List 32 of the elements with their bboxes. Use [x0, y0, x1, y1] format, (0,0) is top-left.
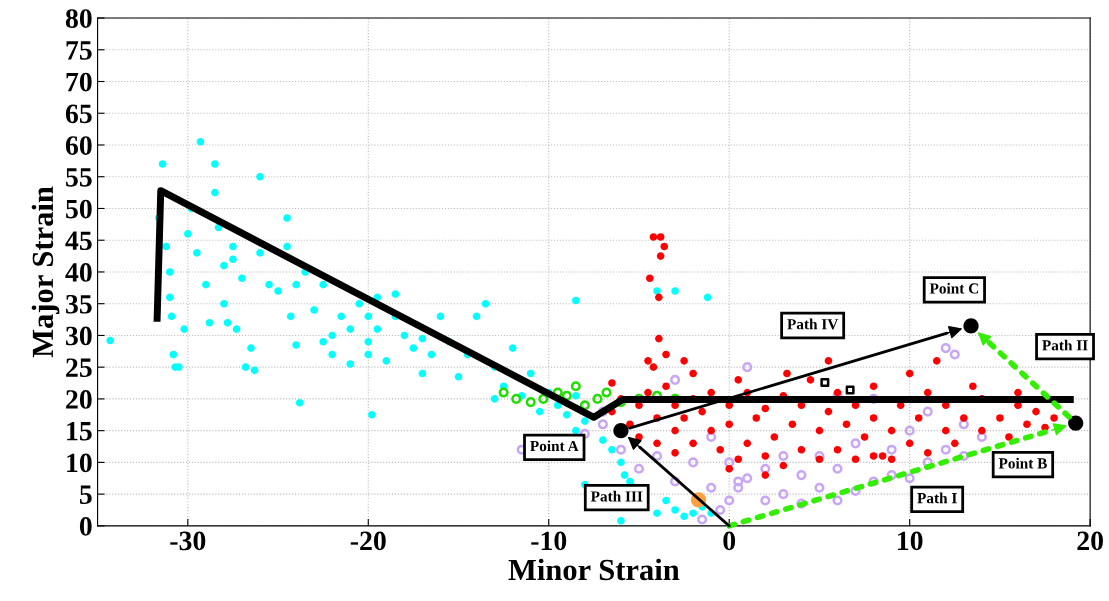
y-tick-label: 35	[66, 294, 92, 314]
y-tick-label: 20	[66, 390, 92, 409]
x-tick-label: 10	[898, 531, 923, 551]
x-tick-label: -30	[170, 531, 206, 551]
y-tick-label: 5	[79, 485, 92, 505]
y-tick-label: 30	[66, 326, 92, 346]
annotation: Path I	[917, 492, 957, 504]
x-tick-label: -10	[531, 531, 567, 551]
y-tick-label: 50	[66, 199, 92, 219]
x-tick-label: 0	[723, 531, 736, 551]
y-tick-label: 55	[66, 168, 92, 187]
y-tick-label: 45	[65, 231, 92, 251]
y-axis-title: Major Strain	[31, 186, 60, 358]
y-tick-label: 25	[66, 358, 92, 378]
annotation: Point B	[998, 457, 1047, 469]
annotation: Path III	[590, 490, 643, 502]
y-tick-label: 65	[65, 104, 92, 124]
y-tick-label: 40	[65, 263, 92, 282]
y-tick-label: 0	[79, 517, 92, 536]
y-tick-label: 10	[67, 453, 92, 473]
annotation: Point A	[530, 440, 579, 452]
annotation: Path IV	[787, 318, 839, 330]
y-tick-label: 75	[66, 41, 92, 60]
y-tick-label: 15	[67, 421, 92, 441]
annotation: Point C	[929, 282, 979, 294]
y-tick-label: 70	[66, 72, 92, 92]
x-tick-label: -20	[350, 531, 386, 551]
x-axis-title: Minor Strain	[508, 558, 680, 581]
y-tick-label: 60	[65, 136, 92, 155]
x-tick-label: 20	[1077, 531, 1103, 551]
annotation: Path II	[1042, 339, 1088, 351]
y-tick-label: 80	[65, 9, 92, 28]
